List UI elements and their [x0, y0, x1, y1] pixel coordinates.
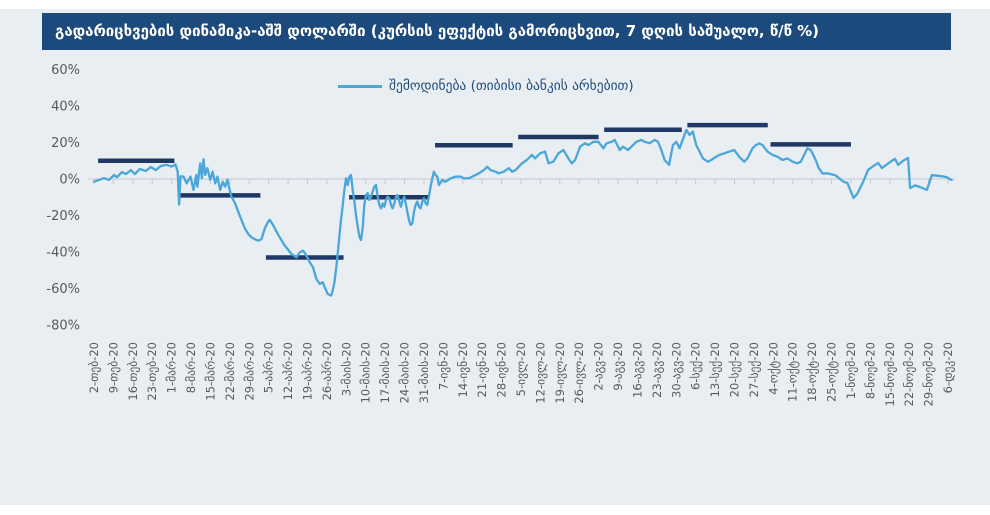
chart-title: გადარიცხვების დინამიკა-აშშ დოლარში (კურს… — [55, 22, 820, 40]
x-tick-label: 15-ნოემ-20 — [883, 342, 897, 406]
x-tick-label: 8-ნოემ-20 — [863, 342, 877, 399]
x-tick-label: 23-აგვ-20 — [650, 342, 664, 398]
x-tick-label: 19-აპრ-20 — [301, 342, 315, 400]
x-tick-label: 9-აგვ-20 — [611, 342, 625, 391]
x-tick-label: 7-ივნ-20 — [436, 342, 450, 390]
x-tick-label: 2-თებ-20 — [87, 342, 101, 393]
y-tick-label: -80% — [46, 319, 80, 334]
x-tick-label: 17-მაის-20 — [378, 342, 392, 403]
x-tick-label: 21-ივნ-20 — [475, 342, 489, 397]
x-tick-label: 6-სექ-20 — [689, 342, 703, 390]
y-tick-label: 40% — [51, 100, 80, 115]
legend-label: შემოდინება (თიბისი ბანკის არხებით) — [389, 78, 634, 94]
x-tick-label: 10-მაის-20 — [359, 342, 373, 403]
x-tick-label: 13-სექ-20 — [708, 342, 722, 397]
x-tick-label: 12-აპრ-20 — [281, 342, 295, 400]
legend[interactable]: შემოდინება (თიბისი ბანკის არხებით) — [338, 78, 634, 94]
x-tick-label: 22-ნოემ-20 — [902, 342, 916, 406]
x-tick-label: 9-თებ-20 — [106, 342, 120, 393]
y-tick-label: 60% — [51, 63, 80, 78]
x-tick-label: 6-დეკ-20 — [941, 342, 955, 393]
chart-title-bar: გადარიცხვების დინამიკა-აშშ დოლარში (კურს… — [42, 13, 951, 50]
x-axis-labels: 2-თებ-20 9-თებ-20 16-თებ-20 23-თებ-20 1-მარ-… — [87, 342, 955, 406]
x-tick-label: 20-სექ-20 — [728, 342, 742, 397]
series-line — [92, 128, 953, 297]
chart-background: გადარიცხვების დინამიკა-აშშ დოლარში (კურს… — [0, 9, 990, 505]
y-tick-label: 20% — [51, 136, 80, 151]
x-tick-label: 19-ივლ-20 — [553, 342, 567, 404]
y-axis-labels: 60% 40% 20% 0% -20% -40% -60% -80% — [46, 63, 80, 334]
x-tick-label: 15-მარ-20 — [203, 342, 217, 401]
x-tick-label: 26-აპრ-20 — [320, 342, 334, 400]
chart-plot: 2-თებ-20 9-თებ-20 16-თებ-20 23-თებ-20 1-მარ-… — [46, 63, 955, 406]
legend-line-swatch — [338, 84, 382, 88]
x-tick-label: 31-მაის-20 — [417, 342, 431, 403]
y-tick-label: 0% — [59, 173, 80, 188]
x-tick-label: 29-მარ-20 — [242, 342, 256, 401]
x-tick-label: 22-მარ-20 — [223, 342, 237, 401]
x-tick-label: 18-ოქტ-20 — [805, 342, 819, 402]
x-tick-label: 5-აპრ-20 — [262, 342, 276, 393]
x-tick-label: 27-სექ-20 — [747, 342, 761, 397]
x-tick-label: 16-თებ-20 — [126, 342, 140, 401]
x-tick-label: 28-ივნ-20 — [495, 342, 509, 397]
x-tick-label: 25-ოქტ-20 — [825, 342, 839, 402]
x-tick-label: 4-ოქტ-20 — [766, 342, 780, 395]
x-tick-label: 2-აგვ-20 — [592, 342, 606, 391]
x-tick-label: 29-ნოემ-20 — [922, 342, 936, 406]
y-tick-label: -60% — [46, 282, 80, 297]
x-tick-label: 16-აგვ-20 — [630, 342, 644, 398]
monthly-average-segments — [98, 122, 851, 260]
x-tick-label: 12-ივლ-20 — [533, 342, 547, 404]
y-tick-label: -20% — [46, 209, 80, 224]
x-tick-label: 1-ნოემ-20 — [844, 342, 858, 399]
y-tick-label: -40% — [46, 246, 80, 261]
x-tick-label: 24-მაის-20 — [398, 342, 412, 403]
x-tick-label: 1-მარ-20 — [165, 342, 179, 393]
x-tick-label: 26-ივლ-20 — [572, 342, 586, 404]
x-tick-label: 23-თებ-20 — [145, 342, 159, 401]
x-tick-label: 11-ოქტ-20 — [786, 342, 800, 402]
x-tick-label: 3-მაის-20 — [339, 342, 353, 396]
x-tick-label: 8-მარ-20 — [184, 342, 198, 393]
x-tick-label: 14-ივნ-20 — [456, 342, 470, 397]
x-tick-label: 5-ივლ-20 — [514, 342, 528, 396]
x-tick-label: 30-აგვ-20 — [669, 342, 683, 398]
